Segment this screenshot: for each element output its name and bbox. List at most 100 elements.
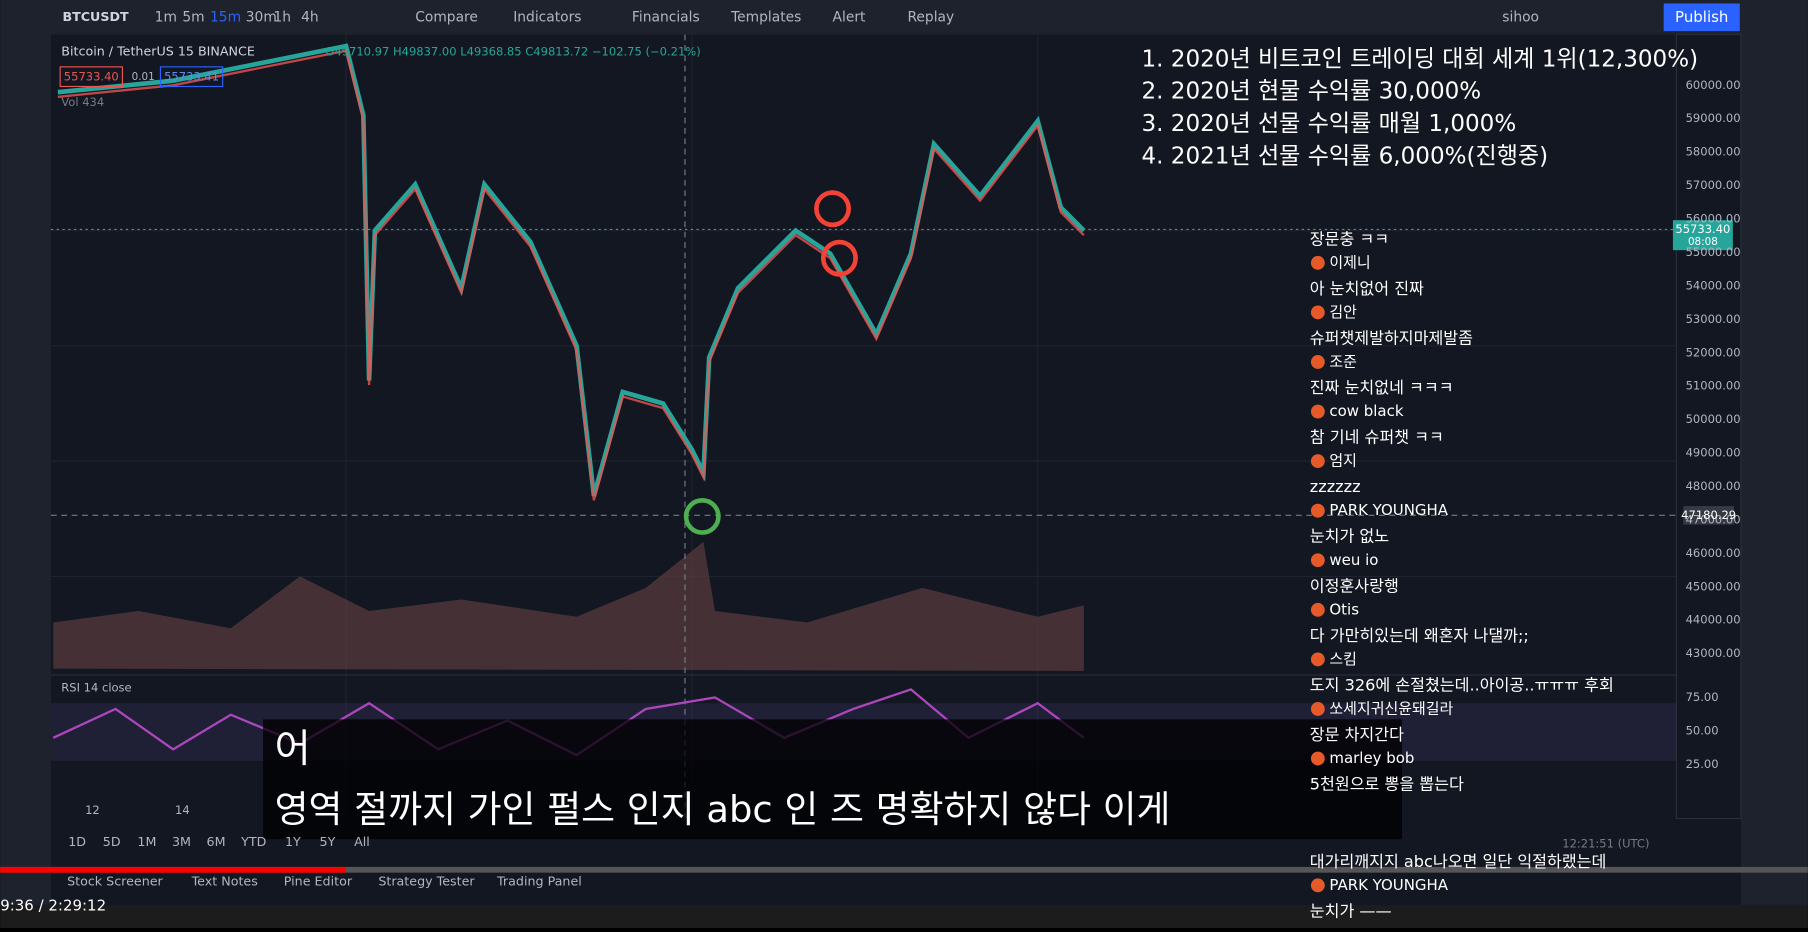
interval[interactable]: 30m [246,9,277,25]
chat-message: zzzzzz [1310,477,1361,496]
progress-played [0,866,347,873]
chat-author: 김안 [1329,303,1357,321]
chat-author: cow black [1329,402,1403,420]
publish-label[interactable]: Publish [1675,8,1728,26]
subtitle: 어 [275,727,311,772]
chat-message: 장문 차지간다 [1310,725,1404,744]
toolbar-button[interactable]: Compare [415,9,478,25]
crosshair-price: 47180.29 [1681,508,1736,522]
chat-message: 눈치가 없노 [1310,527,1389,546]
last-price-tag [1672,220,1733,251]
drawing-circle[interactable] [683,498,721,535]
toolbar-button[interactable]: Alert [833,9,866,25]
chat-author: PARK YOUNGHA [1329,501,1448,519]
overlay-line: 4. 2021년 선물 수익률 6,000%(진행중) [1141,143,1548,169]
chat-message: 참 기네 슈퍼챗 ㅋㅋ [1310,428,1444,447]
price-label: 54000.00 [1686,278,1741,292]
bottom-tab[interactable]: Pine Editor [284,873,353,888]
progress-bar[interactable] [0,866,1808,873]
chat-avatar [1310,652,1325,667]
price-label: 48000.00 [1686,479,1741,493]
right-sidebar [1740,0,1808,905]
chat-avatar [1310,454,1325,469]
volume-label: Vol 434 [61,95,104,109]
price-label: 55000.00 [1686,245,1741,259]
chat-message: 대가리깨지지 abc나오면 일단 익절하랬는데 [1310,852,1607,871]
overlay-line: 2. 2020년 현물 수익률 30,000% [1141,79,1481,105]
chat-avatar [1310,702,1325,716]
chat-author: 조준 [1329,352,1357,370]
price-label: 57000.00 [1686,178,1741,192]
chat-author: 쏘세지귀신윤돼길라 [1329,699,1453,717]
range-button[interactable]: All [354,834,370,849]
chart-title: Bitcoin / TetherUS 15 BINANCE [61,43,255,58]
chat-avatar [1310,553,1325,568]
last-price: 55733.40 [1675,222,1730,236]
buy-price: 55733.41 [164,70,219,84]
price-axis [1675,34,1742,820]
price-label: 45000.00 [1686,579,1741,593]
chat-author: PARK YOUNGHA [1329,876,1448,894]
toolbar-button[interactable]: Indicators [513,9,581,25]
overlay-line: 3. 2020년 선물 수익률 매월 1,000% [1141,111,1516,137]
interval[interactable]: 1m [155,9,177,25]
pane-divider [50,674,1677,676]
price-label: 49000.00 [1686,446,1741,460]
price-label: 50000.00 [1686,412,1741,426]
interval[interactable]: 5m [182,9,204,25]
range-button[interactable]: YTD [240,834,266,849]
range-button[interactable]: 1D [68,834,86,849]
price-label: 60000.00 [1686,78,1741,92]
price-label: 43000.00 [1686,646,1741,660]
price-candles-red [57,49,1085,501]
publish-button[interactable] [1663,3,1740,32]
chat-author: 이제니 [1329,253,1370,271]
chat-message: 도지 326에 손절쳤는데..아이공..ㅠㅠㅠ 후회 [1310,675,1614,694]
rsi-level: 50.00 [1686,723,1719,737]
clock: 12:21:51 (UTC) [1562,836,1649,850]
taskbar [0,904,1808,928]
chat-message: 이정훈사랑행 [1310,576,1399,595]
chat-avatar [1310,404,1325,419]
range-button[interactable]: 1Y [285,834,301,849]
symbol[interactable]: BTCUSDT [62,9,129,24]
chat-message: 장문충 ㅋㅋ [1310,229,1389,248]
chat-message: 진짜 눈치없네 ㅋㅋㅋ [1310,378,1454,397]
range-button[interactable]: 1M [137,834,156,849]
chat-message: 아 눈치없어 진짜 [1310,279,1424,298]
interval[interactable]: 15m [210,9,241,25]
range-button[interactable]: 5D [103,834,121,849]
bottom-tab[interactable]: Trading Panel [496,873,582,888]
chat-author: Otis [1329,600,1359,618]
subtitle-background [263,719,1403,840]
overlay-line: 1. 2020년 비트코인 트레이딩 대회 세계 1위(12,300%) [1141,46,1698,72]
rsi-level: 25.00 [1686,757,1719,771]
chat-message: 슈퍼챗제발하지마제발좀 [1310,328,1473,347]
range-button[interactable]: 3M [172,834,191,849]
interval[interactable]: 4h [301,9,319,25]
chat-author: marley bob [1329,749,1414,767]
range-button[interactable]: 5Y [320,834,336,849]
chat-avatar [1310,305,1325,320]
toolbar-button[interactable]: Financials [632,9,700,25]
ohlc: O49710.97 H49837.00 L49368.85 C49813.72 … [325,44,700,58]
toolbar-button[interactable]: Replay [907,9,954,25]
price-label: 44000.00 [1686,613,1741,627]
sell-button[interactable] [59,66,123,88]
countdown: 08:08 [1688,236,1718,248]
interval[interactable]: 1h [273,9,291,25]
drawing-circle[interactable] [820,239,858,277]
range-button[interactable]: 6M [207,834,226,849]
bottom-tab[interactable]: Text Notes [191,873,258,888]
drawing-circle[interactable] [814,190,851,228]
subtitle: 영역 절까지 가인 펄스 인지 abc 인 즈 명확하지 않다 이게 [275,788,1171,831]
toolbar-button[interactable]: Templates [730,9,801,25]
bottom-tab[interactable]: Stock Screener [67,873,163,888]
sell-price: 55733.40 [64,70,119,84]
chat-author: 스킴 [1329,650,1357,668]
buy-button[interactable] [159,66,224,88]
user[interactable]: sihoo [1502,9,1539,25]
price-label: 52000.00 [1686,345,1741,359]
bottom-tab[interactable]: Strategy Tester [378,873,475,888]
